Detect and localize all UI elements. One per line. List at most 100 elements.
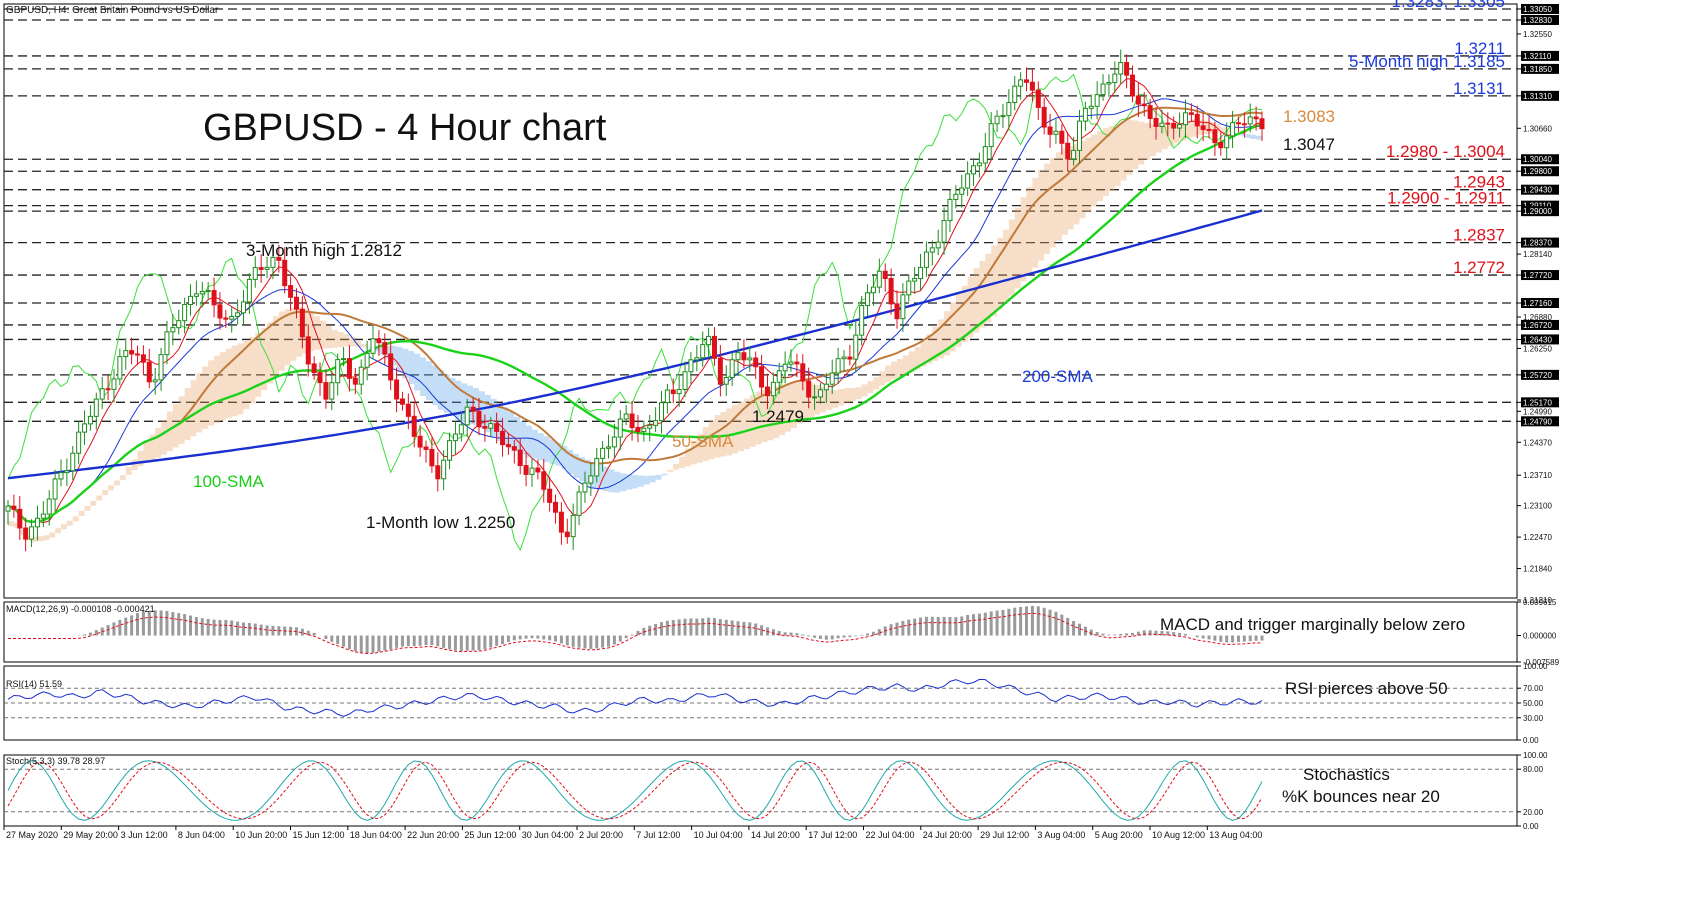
cloud-segment bbox=[596, 464, 603, 491]
cloud-segment bbox=[302, 308, 309, 354]
candle-body bbox=[588, 475, 594, 484]
candle-body bbox=[1112, 73, 1118, 84]
kijun-line bbox=[7, 98, 1262, 523]
candle-body bbox=[105, 388, 111, 391]
cloud-segment bbox=[96, 495, 103, 501]
annotation-label: 100-SMA bbox=[193, 472, 265, 491]
candle-body bbox=[729, 359, 735, 379]
candle-body bbox=[782, 363, 788, 372]
cloud-segment bbox=[1161, 125, 1168, 150]
candle-body bbox=[352, 377, 358, 385]
candle-body bbox=[888, 278, 894, 305]
candle-body bbox=[1253, 116, 1259, 120]
candle-body bbox=[346, 358, 352, 379]
cloud-segment bbox=[1138, 121, 1145, 165]
candle-body bbox=[182, 303, 188, 322]
candle-body bbox=[87, 415, 93, 425]
candle-body bbox=[152, 379, 158, 383]
price-tag-box bbox=[1521, 200, 1559, 211]
cloud-segment bbox=[920, 341, 927, 367]
candle-body bbox=[558, 511, 564, 533]
price-tick-label: 1.28370 bbox=[1523, 239, 1552, 248]
sr-label: 1.3283, 1.3305 bbox=[1392, 0, 1505, 11]
candle-body bbox=[82, 423, 88, 433]
candle-body bbox=[452, 433, 458, 442]
candle-body bbox=[1082, 107, 1088, 122]
cloud-segment bbox=[1038, 169, 1045, 261]
candle-body bbox=[647, 424, 653, 429]
candle-body bbox=[1212, 129, 1218, 144]
candle-body bbox=[246, 278, 252, 303]
price-tick-label: 1.23710 bbox=[1523, 471, 1552, 480]
candle-body bbox=[1029, 81, 1035, 91]
cloud-segment bbox=[885, 365, 892, 382]
candle-body bbox=[441, 459, 447, 480]
cloud-segment bbox=[378, 346, 385, 355]
price-tick-label: 1.28140 bbox=[1523, 250, 1552, 259]
sr-label: 1.2772 bbox=[1453, 258, 1505, 277]
price-tick-label: 1.24370 bbox=[1523, 438, 1552, 447]
candle-body bbox=[1247, 116, 1253, 125]
stoch-k-line bbox=[7, 760, 1263, 821]
candle-body bbox=[776, 370, 782, 383]
cloud-segment bbox=[767, 388, 774, 441]
candle-body bbox=[600, 447, 606, 459]
candle-body bbox=[847, 356, 853, 360]
candle-body bbox=[394, 379, 400, 400]
cloud-segment bbox=[1179, 123, 1186, 141]
candle-body bbox=[900, 294, 906, 320]
cloud-segment bbox=[1256, 135, 1262, 140]
candle-body bbox=[1018, 79, 1024, 87]
cloud-segment bbox=[449, 377, 456, 416]
cloud-segment bbox=[1055, 152, 1062, 241]
chikou-span-line bbox=[7, 73, 1263, 552]
candle-body bbox=[947, 198, 953, 222]
candle-body bbox=[1106, 82, 1112, 85]
candle-body bbox=[193, 293, 199, 297]
candle-body bbox=[812, 396, 818, 399]
cloud-segment bbox=[161, 419, 167, 455]
sub-tick-label: 30.00 bbox=[1523, 714, 1544, 723]
cloud-segment bbox=[802, 381, 809, 420]
sr-label: 1.2980 - 1.3004 bbox=[1386, 142, 1505, 161]
candle-body bbox=[311, 363, 317, 374]
cloud-segment bbox=[808, 382, 815, 417]
price-tick-label: 1.24790 bbox=[1523, 417, 1552, 426]
stoch-annotation-line1: Stochastics bbox=[1303, 765, 1390, 784]
candle-body bbox=[853, 334, 859, 360]
candle-body bbox=[1129, 74, 1135, 97]
sr-label: 1.2837 bbox=[1453, 226, 1505, 245]
cloud-segment bbox=[820, 387, 827, 413]
cloud-segment bbox=[732, 404, 739, 454]
cloud-segment bbox=[861, 384, 868, 397]
candle-body bbox=[370, 338, 376, 354]
candle-body bbox=[40, 513, 46, 519]
candle-body bbox=[464, 406, 470, 426]
cloud-segment bbox=[190, 380, 197, 437]
cloud-segment bbox=[1191, 119, 1198, 137]
cloud-segment bbox=[108, 485, 114, 491]
candle-body bbox=[959, 187, 965, 195]
cloud-segment bbox=[926, 334, 933, 364]
cloud-segment bbox=[679, 456, 686, 468]
candle-body bbox=[582, 482, 588, 493]
cloud-segment bbox=[508, 412, 515, 449]
cloud-segment bbox=[531, 429, 538, 459]
sr-label: 1.3131 bbox=[1453, 79, 1505, 98]
candle-body bbox=[806, 380, 812, 398]
candle-body bbox=[965, 173, 971, 189]
candle-body bbox=[1224, 135, 1230, 149]
candle-body bbox=[1088, 105, 1094, 109]
candle-body bbox=[170, 327, 176, 333]
candle-body bbox=[1206, 128, 1212, 131]
price-tick-label: 1.26880 bbox=[1523, 313, 1552, 322]
sub-tick-label: 100.00 bbox=[1523, 751, 1548, 760]
candle-body bbox=[482, 426, 488, 429]
time-tick-label: 5 Aug 20:00 bbox=[1095, 830, 1143, 840]
cloud-segment bbox=[667, 469, 674, 472]
candle-body bbox=[735, 352, 741, 361]
candle-body bbox=[823, 383, 829, 391]
candle-body bbox=[399, 398, 405, 405]
cloud-segment bbox=[1232, 132, 1239, 134]
